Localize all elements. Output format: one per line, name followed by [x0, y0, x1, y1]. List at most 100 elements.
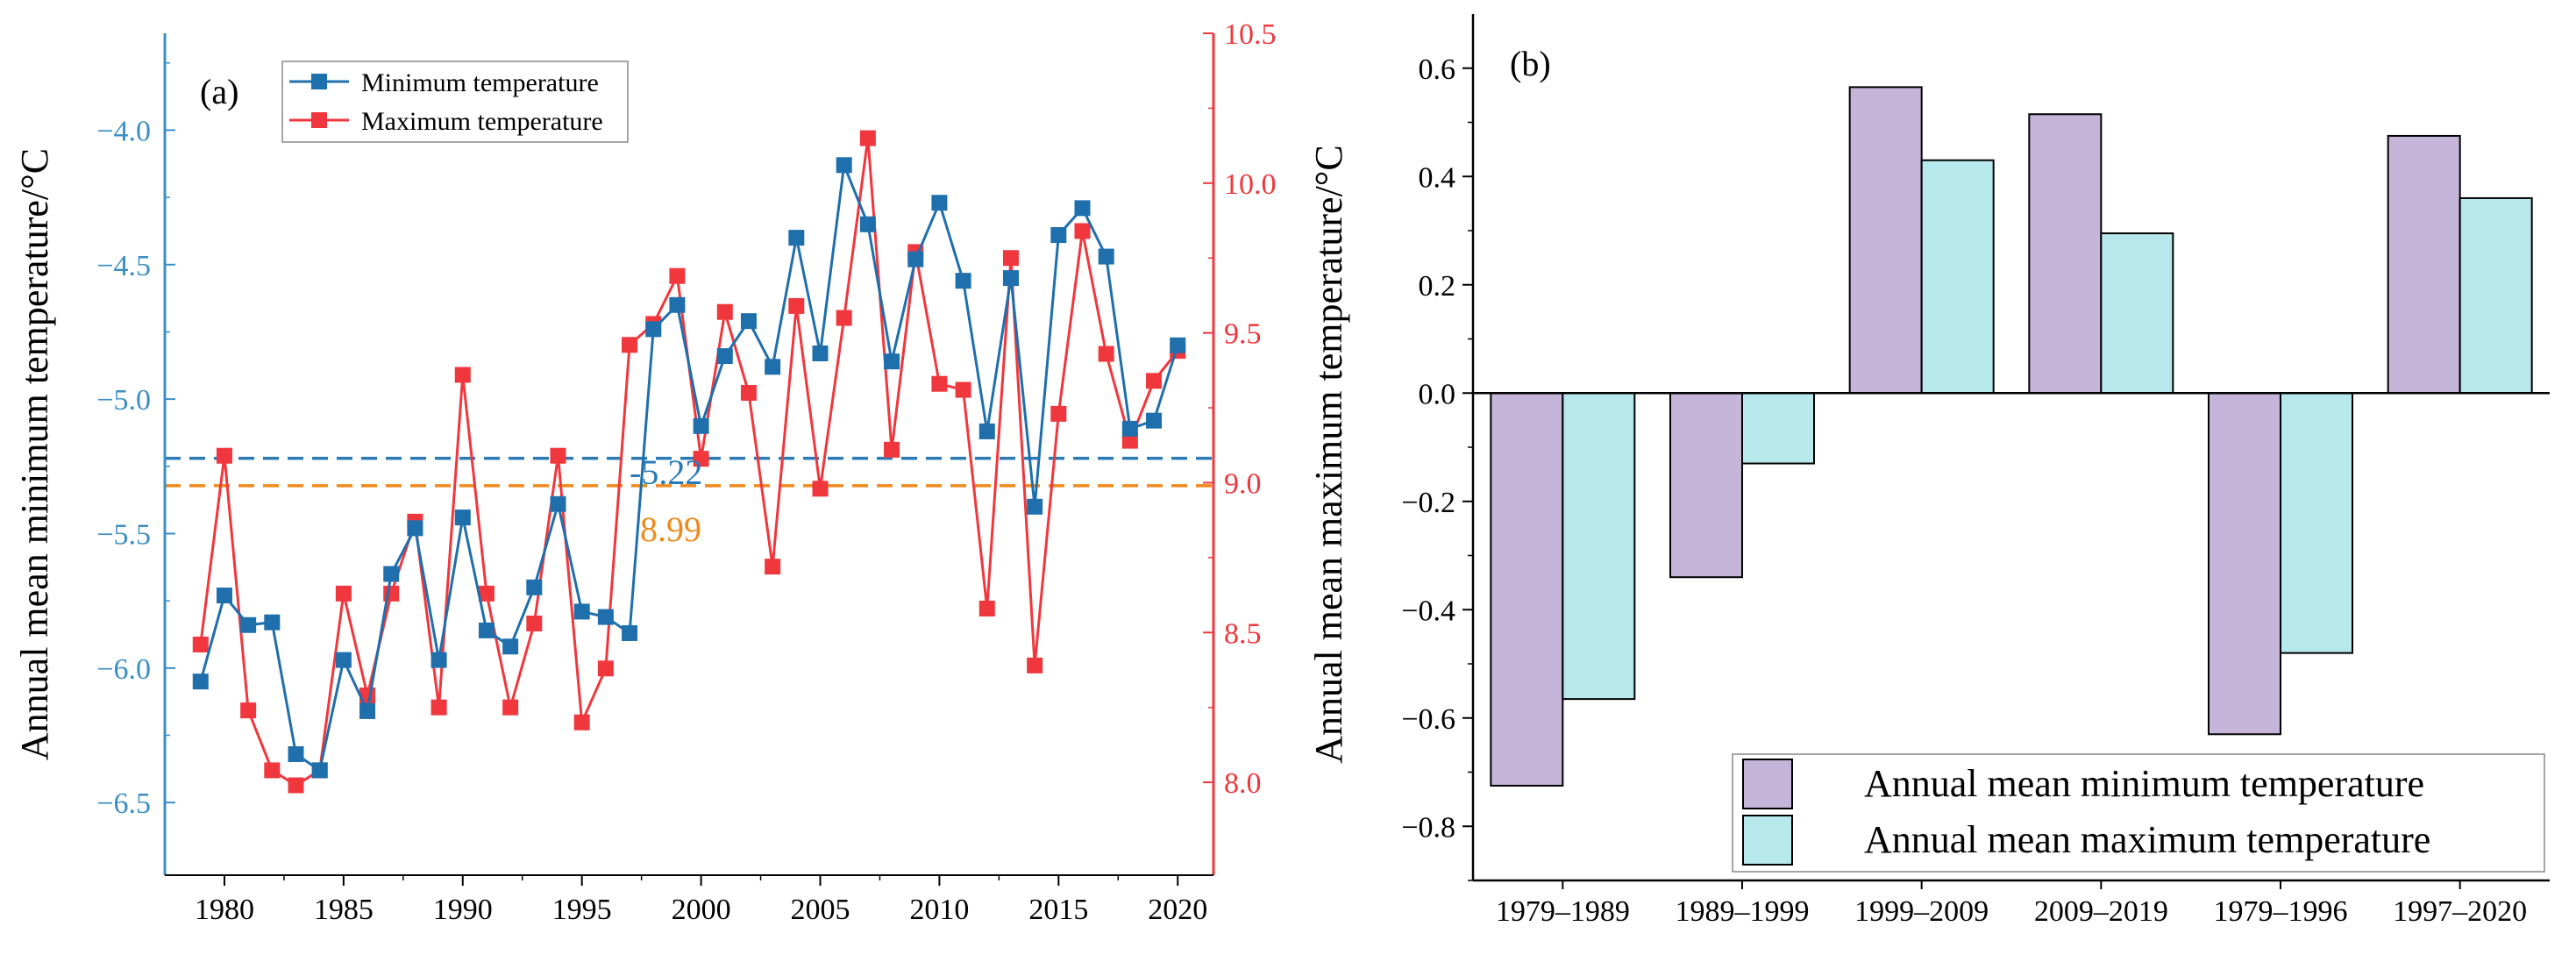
max-temp-point	[1074, 223, 1091, 239]
x-category-label: 1979–1989	[1496, 895, 1630, 928]
x-category-label: 1979–1996	[2214, 895, 2348, 928]
right-y-tick-label: 10.5	[1224, 18, 1277, 51]
min-temp-point	[622, 624, 638, 641]
bar-min	[2387, 134, 2461, 395]
min-temp-line	[199, 160, 1179, 773]
max-temp-point	[812, 481, 829, 497]
bar-max	[1920, 159, 1995, 395]
max-temp-point	[240, 702, 257, 719]
min-temp-point	[1050, 227, 1067, 244]
max-temp-point	[788, 297, 805, 314]
min-temp-point	[526, 579, 543, 595]
y-tick-label: −0.6	[1401, 703, 1455, 736]
x-category-label: 1997–2020	[2393, 895, 2527, 928]
max-temp-point	[478, 585, 495, 602]
max-temp-point	[836, 310, 852, 326]
x-tick-label: 2005	[791, 894, 850, 926]
bar-max	[2100, 232, 2174, 395]
x-tick-label: 2000	[672, 894, 731, 926]
x-tick-label: 2010	[909, 894, 969, 926]
min-temp-point	[669, 296, 686, 313]
bar-min	[2028, 113, 2103, 395]
min-temp-point	[454, 510, 471, 526]
max-temp-point	[264, 762, 281, 779]
max-temp-point	[884, 441, 900, 458]
bar-max	[2459, 196, 2533, 395]
x-tick-label: 1995	[552, 894, 612, 926]
panel-b-legend-box	[1732, 753, 2545, 873]
min-temp-point	[788, 230, 805, 246]
min-temp-point	[478, 622, 495, 638]
min-temp-point	[1074, 200, 1091, 217]
max-temp-point	[1098, 346, 1114, 362]
x-tick-label: 1985	[314, 894, 374, 926]
max-temp-point	[597, 660, 614, 677]
max-temp-point	[740, 384, 757, 401]
min-temp-point	[1002, 270, 1019, 287]
min-temp-point	[597, 609, 614, 625]
right-y-tick-label: 8.5	[1224, 617, 1262, 650]
bar-min	[1848, 86, 1923, 395]
x-tick-label: 1990	[433, 894, 493, 926]
min-temp-point	[288, 745, 304, 762]
min-temp-point	[812, 345, 829, 361]
y-tick-label: 0.0	[1419, 378, 1456, 410]
min-temp-point	[383, 566, 400, 582]
x-category-label: 2009–2019	[2034, 895, 2168, 928]
min-temp-point	[645, 321, 662, 338]
bar-max	[1562, 392, 1636, 701]
y-tick-label: −0.8	[1401, 811, 1455, 844]
right-y-tick-label: 10.0	[1224, 168, 1277, 201]
min-temp-point	[1170, 337, 1186, 353]
max-temp-point	[1050, 405, 1067, 422]
max-temp-point	[550, 447, 566, 464]
max-temp-point	[978, 600, 995, 616]
legend-max-label: Maximum temperature	[361, 107, 603, 136]
bar-min	[1490, 392, 1564, 787]
min-temp-point	[765, 359, 781, 375]
y-tick-label: −0.4	[1401, 595, 1455, 627]
legend-bar-max-swatch	[1742, 815, 1793, 866]
mean-max-label: 8.99	[640, 510, 701, 549]
max-temp-point	[765, 559, 781, 575]
y-tick-label: 0.6	[1419, 53, 1456, 86]
y-tick-label: −0.2	[1401, 487, 1455, 519]
min-temp-point	[407, 520, 423, 537]
legend-bar-min-swatch	[1742, 759, 1793, 809]
legend-min-marker	[311, 74, 327, 89]
max-temp-point	[1146, 373, 1163, 389]
min-temp-point	[907, 251, 924, 267]
panel-a-line-chart: 1980 1985 1990 1995 2000 2005 2010 2015 2020 −6.5…	[13, 18, 1350, 926]
min-temp-point	[1121, 420, 1138, 437]
min-temp-point	[192, 673, 209, 690]
max-temp-point	[502, 699, 519, 716]
x-tick-label: 1980	[195, 894, 254, 926]
panel-a-left-axis-title: Annual mean minimum temperature/°C	[13, 148, 56, 760]
max-temp-point	[622, 337, 638, 353]
min-temp-point	[859, 216, 876, 232]
y-tick-label: 0.4	[1419, 161, 1456, 194]
y-tick-label: 0.2	[1419, 270, 1456, 303]
left-y-tick-label: −5.0	[96, 384, 151, 417]
panel-a-label: (a)	[200, 72, 238, 111]
left-y-tick-label: −6.0	[96, 653, 151, 686]
max-temp-point	[526, 616, 543, 632]
max-temp-point	[1027, 657, 1043, 673]
max-temp-point	[192, 636, 209, 652]
right-y-tick-label: 8.0	[1224, 767, 1262, 800]
x-category-label: 1989–1999	[1676, 895, 1810, 928]
max-temp-point	[955, 381, 971, 398]
max-temp-point	[335, 585, 352, 602]
max-temp-point	[573, 714, 590, 730]
left-y-tick-label: −6.5	[96, 787, 151, 820]
max-temp-point	[931, 375, 948, 392]
max-temp-point	[288, 777, 304, 794]
bar-min	[2208, 392, 2281, 736]
bar-min	[1669, 392, 1743, 579]
min-temp-point	[502, 638, 519, 655]
left-y-tick-label: −4.0	[96, 115, 151, 147]
left-y-tick-label: −4.5	[96, 250, 151, 282]
min-temp-point	[240, 616, 257, 633]
min-temp-point	[311, 762, 328, 779]
x-category-label: 1999–2009	[1854, 895, 1989, 928]
